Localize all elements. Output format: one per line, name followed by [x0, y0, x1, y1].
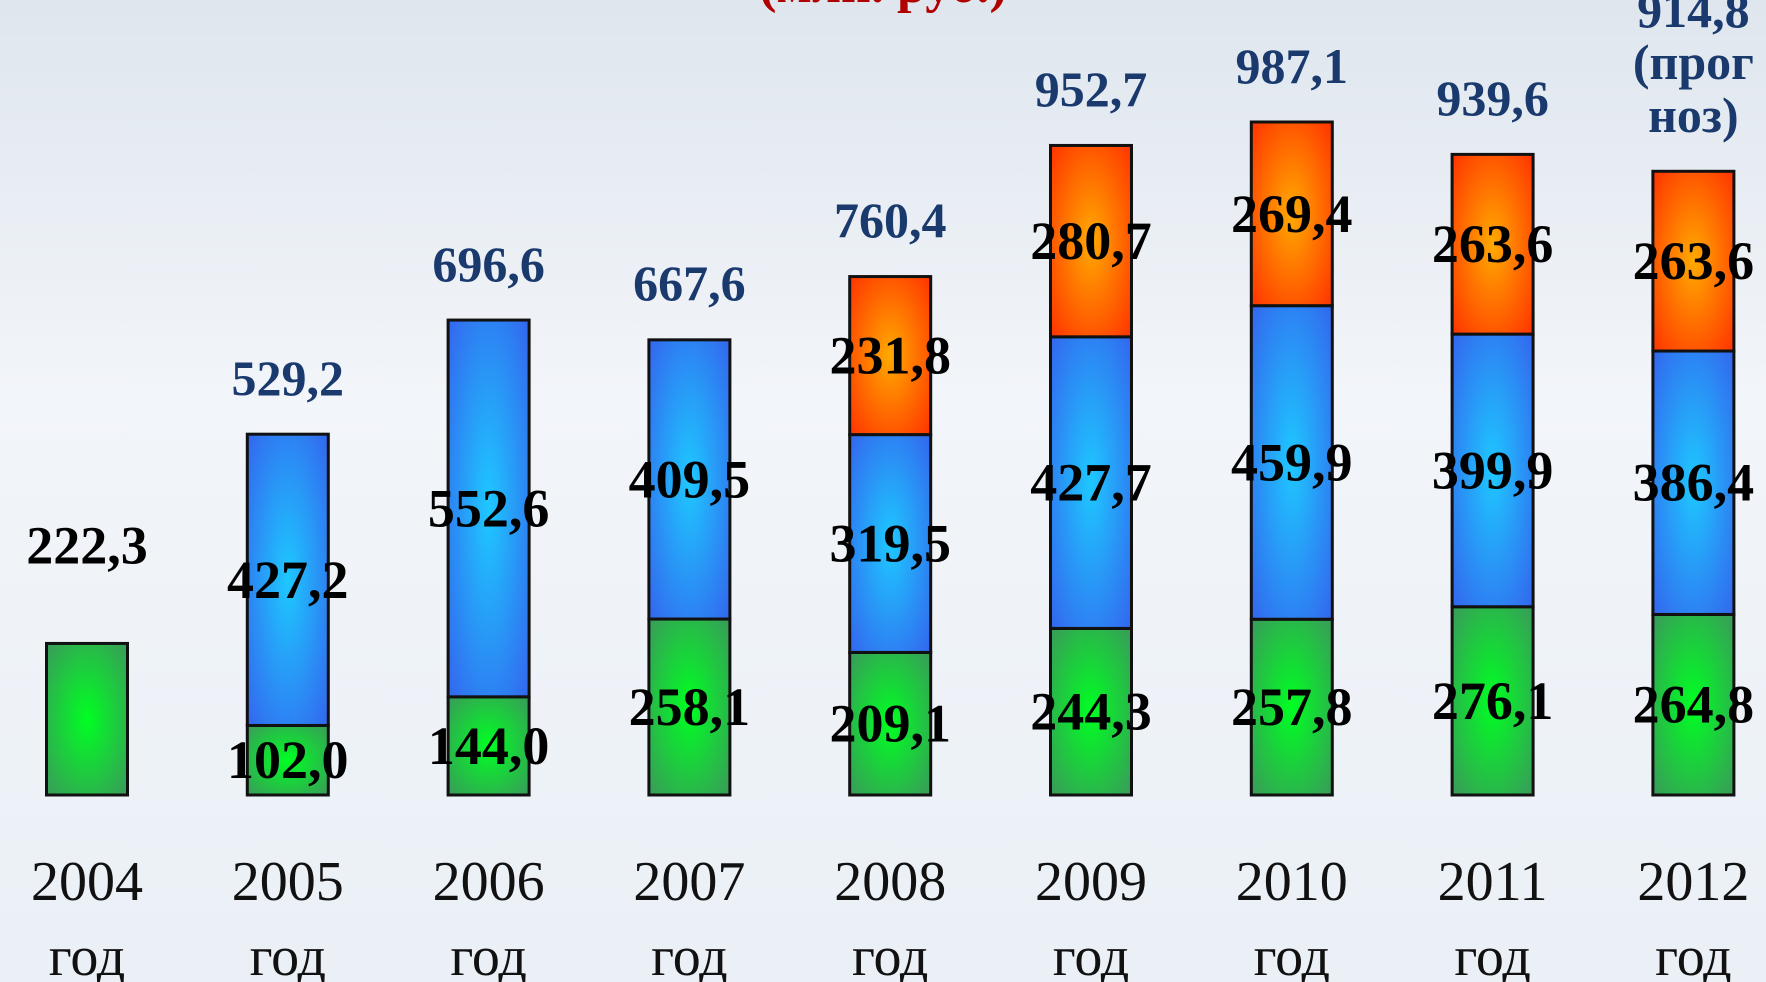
x-tick-label: 2005 [232, 851, 344, 913]
value-label: 386,4 [1633, 453, 1755, 513]
total-label: 914,8 (прогноз) [1632, 0, 1754, 143]
total-label: 760,4 [833, 192, 947, 249]
total-label: 667,6 [633, 255, 746, 312]
bar-segment [1049, 143, 1133, 339]
bar-segment [1651, 349, 1736, 616]
value-label: 244,3 [1030, 682, 1152, 742]
value-label: 222,3 [26, 515, 148, 575]
x-tick-suffix: год [1655, 926, 1731, 982]
bar-segment [848, 275, 933, 437]
x-tick-suffix: год [852, 926, 928, 982]
total-label: 952,7 [1034, 60, 1148, 117]
value-label: 144,0 [428, 716, 550, 776]
bar-segment [45, 641, 129, 797]
x-tick-suffix: год [49, 926, 125, 982]
value-label: 263,6 [1633, 231, 1755, 291]
x-tick-label: 2006 [433, 851, 545, 913]
x-tick-suffix: год [1053, 926, 1129, 982]
x-tick-label: 2004 [31, 851, 143, 913]
x-tick-label: 2008 [834, 851, 946, 913]
x-tick-label: 2011 [1438, 851, 1548, 913]
x-tick-label: 2007 [633, 851, 745, 913]
x-tick-label: 2012 [1637, 851, 1749, 913]
bar-segment [245, 432, 330, 727]
value-label: 269,4 [1231, 184, 1353, 244]
value-label: 257,8 [1231, 677, 1353, 737]
total-label: 529,2 [231, 349, 345, 406]
bar-segment [1450, 152, 1535, 336]
bar-segment [1450, 332, 1535, 609]
value-label: 552,6 [428, 478, 550, 538]
bar-segment [446, 318, 531, 699]
chart-title: (млн. руб.) [759, 0, 1007, 14]
value-label: 263,6 [1432, 214, 1554, 274]
bar-segment [647, 617, 732, 797]
total-label: 939,6 [1436, 69, 1549, 126]
value-label: 399,9 [1432, 440, 1554, 500]
x-tick-label: 2010 [1236, 851, 1348, 913]
value-label: 102,0 [227, 730, 349, 790]
value-label: 427,2 [227, 550, 349, 610]
x-tick-suffix: год [1454, 926, 1530, 982]
bar-segment [1450, 605, 1535, 797]
value-label: 459,9 [1231, 432, 1353, 492]
value-label: 209,1 [829, 694, 951, 754]
bar-segment [1651, 612, 1736, 797]
x-tick-suffix: год [450, 926, 526, 982]
value-label: 427,7 [1030, 453, 1152, 513]
value-label: 231,8 [829, 326, 951, 386]
bar-segment [1249, 617, 1334, 797]
value-label: 319,5 [829, 514, 951, 574]
bar-segment [1049, 626, 1133, 797]
bar-segment [848, 433, 933, 654]
value-label: 258,1 [629, 677, 751, 737]
value-label: 264,8 [1633, 675, 1755, 735]
bar-segment [1049, 335, 1133, 630]
x-tick-label: 2009 [1035, 851, 1147, 913]
x-tick-suffix: год [1254, 926, 1330, 982]
x-tick-suffix: год [651, 926, 727, 982]
bar-segment [1249, 120, 1334, 308]
bar-segment [245, 723, 330, 797]
value-label: 280,7 [1030, 211, 1152, 271]
total-label: 987,1 [1235, 37, 1349, 94]
value-label: 409,5 [629, 449, 751, 509]
bar-segment [647, 338, 732, 621]
bar-segment [848, 650, 933, 797]
bar-segment [1651, 169, 1736, 353]
value-label: 276,1 [1432, 671, 1554, 731]
x-tick-suffix: год [250, 926, 326, 982]
total-label: 696,6 [432, 235, 545, 292]
